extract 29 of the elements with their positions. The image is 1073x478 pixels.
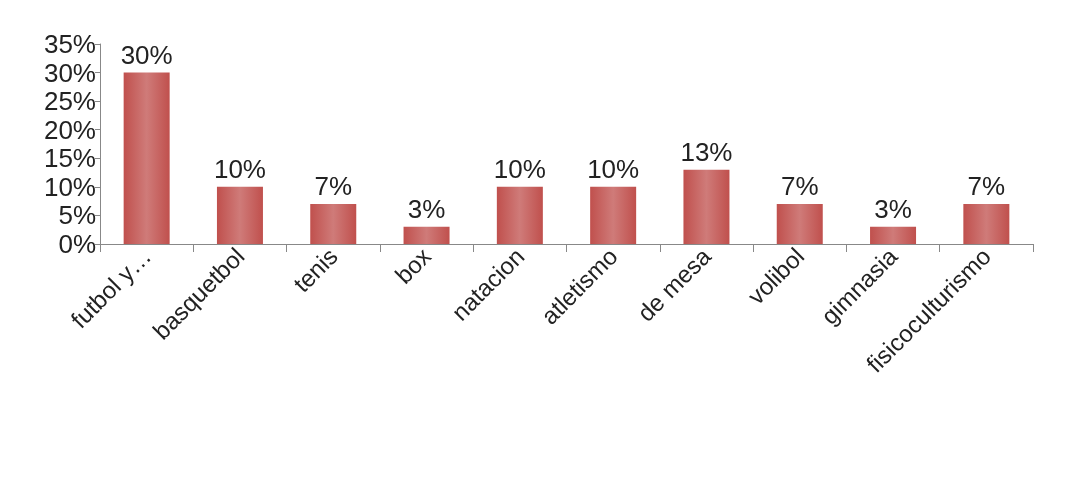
y-tick-label: 20% xyxy=(43,114,96,145)
bar xyxy=(683,169,730,244)
data-label: 30% xyxy=(120,39,173,70)
y-tick-label: 10% xyxy=(43,171,96,202)
y-tick-label: 5% xyxy=(58,200,96,231)
data-label: 10% xyxy=(213,153,266,184)
data-label: 3% xyxy=(874,193,912,224)
y-tick-label: 0% xyxy=(58,229,96,259)
data-label: 3% xyxy=(407,193,446,224)
data-label: 10% xyxy=(493,153,546,184)
bar xyxy=(310,204,357,244)
bar xyxy=(590,186,637,244)
bar xyxy=(963,204,1010,244)
y-tick-label: 30% xyxy=(43,57,96,88)
data-label: 7% xyxy=(780,171,819,201)
bar xyxy=(870,226,917,244)
bar xyxy=(403,226,450,244)
data-label: 7% xyxy=(314,171,353,201)
bar xyxy=(123,72,170,244)
data-label: 13% xyxy=(680,136,733,167)
bar xyxy=(496,186,543,244)
bar xyxy=(216,186,263,244)
y-tick-label: 35% xyxy=(43,29,96,59)
y-tick-label: 25% xyxy=(43,86,96,117)
y-tick-label: 15% xyxy=(43,143,96,174)
data-label: 7% xyxy=(967,171,1006,201)
bar xyxy=(776,204,823,244)
x-tick-label: box xyxy=(389,242,437,289)
data-label: 10% xyxy=(587,153,640,184)
